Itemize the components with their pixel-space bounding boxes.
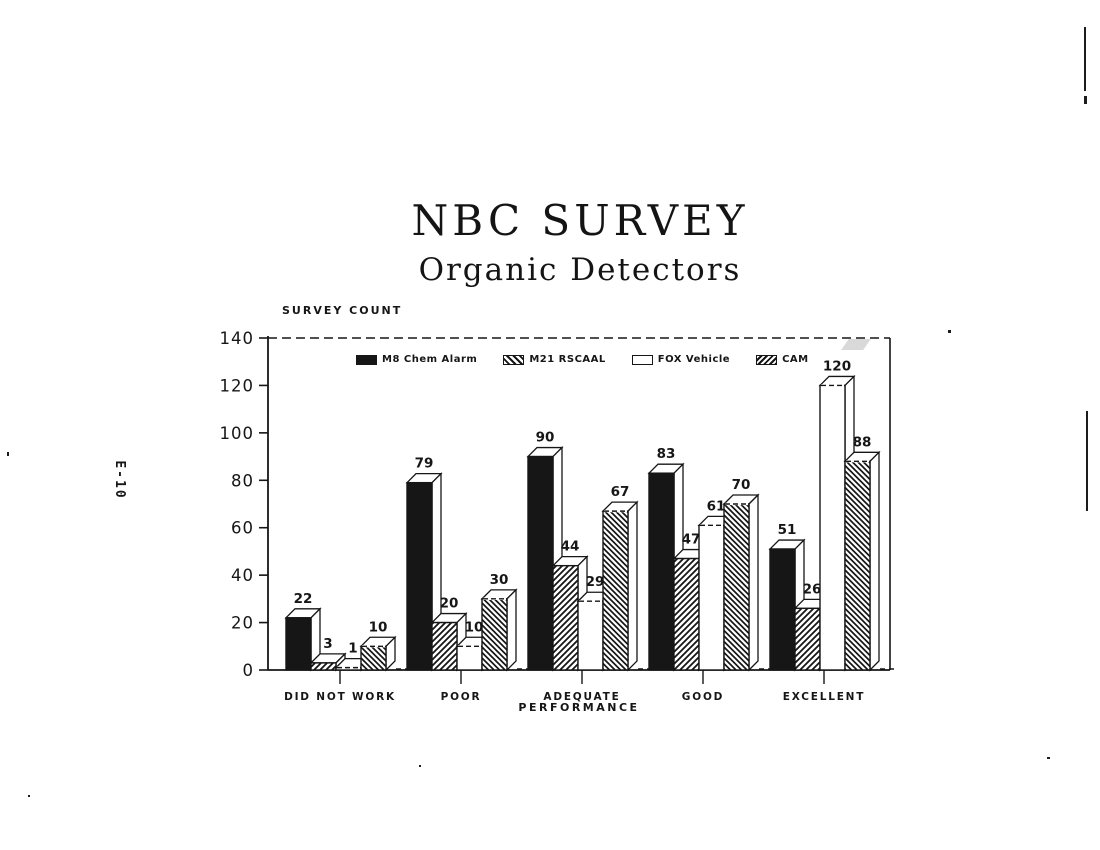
scan-artifact-dash-top-right [1084, 96, 1087, 104]
chart-subtitle: Organic Detectors [418, 252, 742, 288]
y-tick-label: 100 [220, 424, 255, 443]
scan-artifact-dot [1047, 757, 1050, 759]
bar-value-label: 61 [707, 498, 726, 514]
bar-value-label: 83 [657, 446, 676, 462]
bar-value-label: 26 [803, 581, 822, 597]
bar-side-face [627, 500, 638, 672]
bar-front-face [310, 662, 337, 671]
bar-cam-good [722, 493, 760, 672]
bar-front-face [723, 503, 750, 671]
legend-item-m8-chem-alarm: M8 Chem Alarm [356, 354, 477, 365]
bar-m8-chem-alarm-adequate [526, 446, 564, 672]
category-label-poor: POOR [441, 691, 482, 703]
bar-front-face [360, 645, 387, 671]
legend-label: CAM [782, 354, 809, 365]
y-axis-title: SURVEY COUNT [282, 304, 403, 317]
bar-side-face [869, 450, 880, 672]
legend-swatch-m8-chem-alarm [356, 354, 377, 365]
legend-swatch-m21-rscaal [503, 354, 525, 365]
bar-front-face [602, 510, 629, 671]
bar-value-label: 10 [465, 619, 484, 635]
scan-artifact-dot [419, 765, 421, 767]
bar-front-face [406, 481, 433, 671]
bar-front-face [673, 557, 700, 671]
bar-front-face [648, 472, 675, 671]
bar-value-label: 30 [490, 572, 509, 588]
category-label-good: GOOD [682, 691, 724, 703]
category-label-excellent: EXCELLENT [783, 691, 865, 703]
bar-value-label: 47 [682, 532, 701, 548]
bar-front-face [481, 598, 508, 671]
bar-cam-did-not-work [359, 635, 397, 672]
bar-value-label: 51 [778, 522, 797, 538]
category-label-adequate: ADEQUATE [543, 691, 620, 703]
bar-front-face [552, 564, 579, 671]
bar-front-face [527, 455, 554, 671]
bar-front-face [285, 617, 312, 671]
bar-value-label: 44 [561, 539, 580, 555]
y-tick-label: 120 [220, 376, 255, 395]
y-tick-label: 0 [243, 661, 255, 680]
legend-item-fox-vehicle: FOX Vehicle [631, 354, 731, 365]
legend-item-cam: CAM [756, 354, 809, 365]
bar-value-label: 10 [369, 619, 388, 635]
bar-side-face [748, 493, 759, 672]
x-axis-title: PERFORMANCE [518, 701, 640, 714]
bar-value-label: 3 [323, 636, 332, 652]
bar-front-face [794, 607, 821, 671]
bar-front-face [577, 600, 604, 671]
bar-value-label: 79 [415, 456, 434, 472]
bar-value-label: 29 [586, 574, 605, 590]
bar-cam-adequate [601, 500, 639, 672]
legend-swatch-cam [756, 354, 778, 365]
scan-artifact-dot [948, 330, 951, 333]
bar-value-label: 120 [823, 358, 851, 374]
chart-title: NBC SURVEY [411, 196, 749, 245]
bar-value-label: 22 [294, 591, 313, 607]
y-tick-label: 140 [220, 329, 255, 348]
y-tick-label: 60 [231, 519, 254, 538]
bar-front-face [456, 645, 483, 671]
scan-artifact-dot [28, 795, 30, 797]
legend-label: M21 RSCAAL [529, 354, 606, 365]
bar-value-label: 70 [732, 477, 751, 493]
bar-value-label: 88 [853, 434, 872, 450]
y-tick-label: 40 [231, 566, 254, 585]
bar-value-label: 90 [536, 430, 555, 446]
y-tick-label: 80 [231, 471, 254, 490]
y-tick-label: 20 [231, 614, 254, 633]
bar-front-face [698, 524, 725, 671]
scan-artifact-dot [7, 452, 9, 456]
scan-artifact-line-top-right [1084, 27, 1086, 91]
legend-label: M8 Chem Alarm [382, 354, 478, 365]
legend-swatch-fox-vehicle [631, 354, 653, 365]
bar-value-label: 67 [611, 484, 630, 500]
bar-cam-poor [480, 588, 518, 672]
bar-front-face [819, 384, 846, 671]
legend-item-m21-rscaal: M21 RSCAAL [503, 354, 605, 365]
bar-cam-excellent [843, 450, 881, 672]
bar-front-face [769, 548, 796, 671]
chart-legend: M8 Chem Alarm M21 RSCAAL FOX Vehicle CAM [356, 354, 809, 365]
bar-value-label: 20 [440, 596, 459, 612]
scan-artifact-line-mid-right [1086, 411, 1088, 511]
bar-m8-chem-alarm-good [647, 462, 685, 672]
bar-side-face [506, 588, 517, 672]
bar-front-face [431, 621, 458, 671]
legend-label: FOX Vehicle [657, 354, 731, 365]
category-label-did-not-work: DID NOT WORK [284, 691, 396, 703]
bar-value-label: 1 [348, 641, 357, 657]
bar-front-face [844, 460, 871, 671]
